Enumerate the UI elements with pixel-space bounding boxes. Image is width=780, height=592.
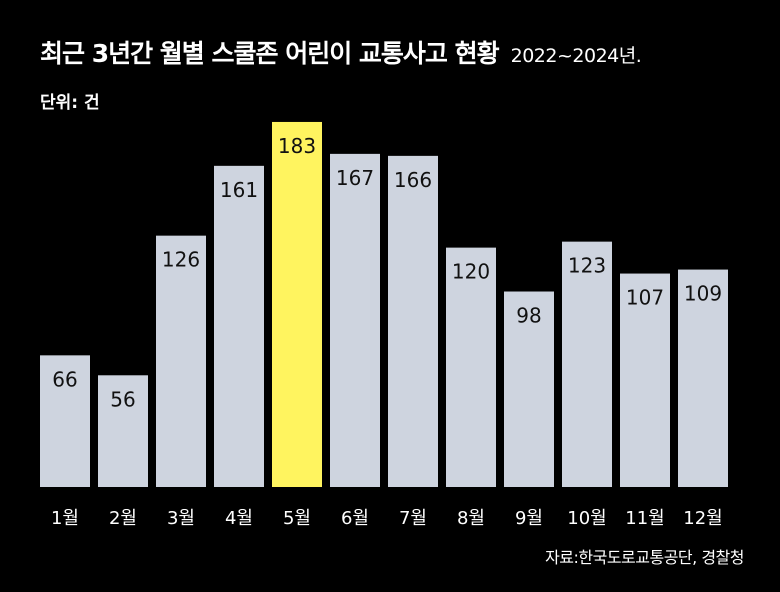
title-row: 최근 3년간 월별 스쿨존 어린이 교통사고 현황 2022~2024년. bbox=[40, 34, 642, 70]
bar-9 bbox=[504, 291, 554, 487]
bar-1 bbox=[40, 355, 90, 487]
x-tick-label-6: 6월 bbox=[341, 508, 369, 529]
x-tick-label-11: 11월 bbox=[625, 508, 664, 529]
bar-7 bbox=[388, 155, 438, 488]
x-tick-label-10: 10월 bbox=[567, 508, 606, 529]
x-tick-label-4: 4월 bbox=[225, 508, 253, 529]
data-label-10: 123 bbox=[568, 254, 606, 278]
data-label-11: 107 bbox=[626, 286, 664, 310]
data-label-4: 161 bbox=[220, 178, 258, 202]
bar-3 bbox=[156, 235, 206, 487]
x-tick-label-7: 7월 bbox=[399, 508, 427, 529]
source-note: 자료:한국도로교통공단, 경찰청 bbox=[545, 548, 744, 567]
data-label-2: 56 bbox=[110, 387, 135, 411]
data-label-8: 120 bbox=[452, 260, 490, 284]
data-label-5: 183 bbox=[278, 134, 316, 158]
x-tick-label-3: 3월 bbox=[167, 508, 195, 529]
data-label-6: 167 bbox=[336, 166, 374, 190]
bar-11 bbox=[620, 273, 670, 487]
x-tick-label-1: 1월 bbox=[51, 508, 79, 529]
bar-2 bbox=[98, 375, 148, 487]
x-tick-label-9: 9월 bbox=[515, 508, 543, 529]
bar-8 bbox=[446, 247, 496, 487]
x-tick-label-12: 12월 bbox=[683, 508, 722, 529]
chart-title: 최근 3년간 월별 스쿨존 어린이 교통사고 현황 bbox=[40, 39, 500, 68]
unit-label: 단위: 건 bbox=[40, 93, 100, 113]
x-tick-label-5: 5월 bbox=[283, 508, 311, 529]
data-label-12: 109 bbox=[684, 282, 722, 306]
bar-5 bbox=[272, 121, 322, 487]
x-tick-label-2: 2월 bbox=[109, 508, 137, 529]
bar-4 bbox=[214, 165, 264, 487]
bar-10 bbox=[562, 241, 612, 487]
data-label-1: 66 bbox=[52, 367, 77, 391]
bar-6 bbox=[330, 153, 380, 487]
data-label-9: 98 bbox=[516, 304, 541, 328]
data-label-3: 126 bbox=[162, 248, 200, 272]
chart-subtitle: 2022~2024년. bbox=[510, 45, 642, 67]
data-label-7: 166 bbox=[394, 168, 432, 192]
x-tick-label-8: 8월 bbox=[457, 508, 485, 529]
bar-12 bbox=[678, 269, 728, 487]
